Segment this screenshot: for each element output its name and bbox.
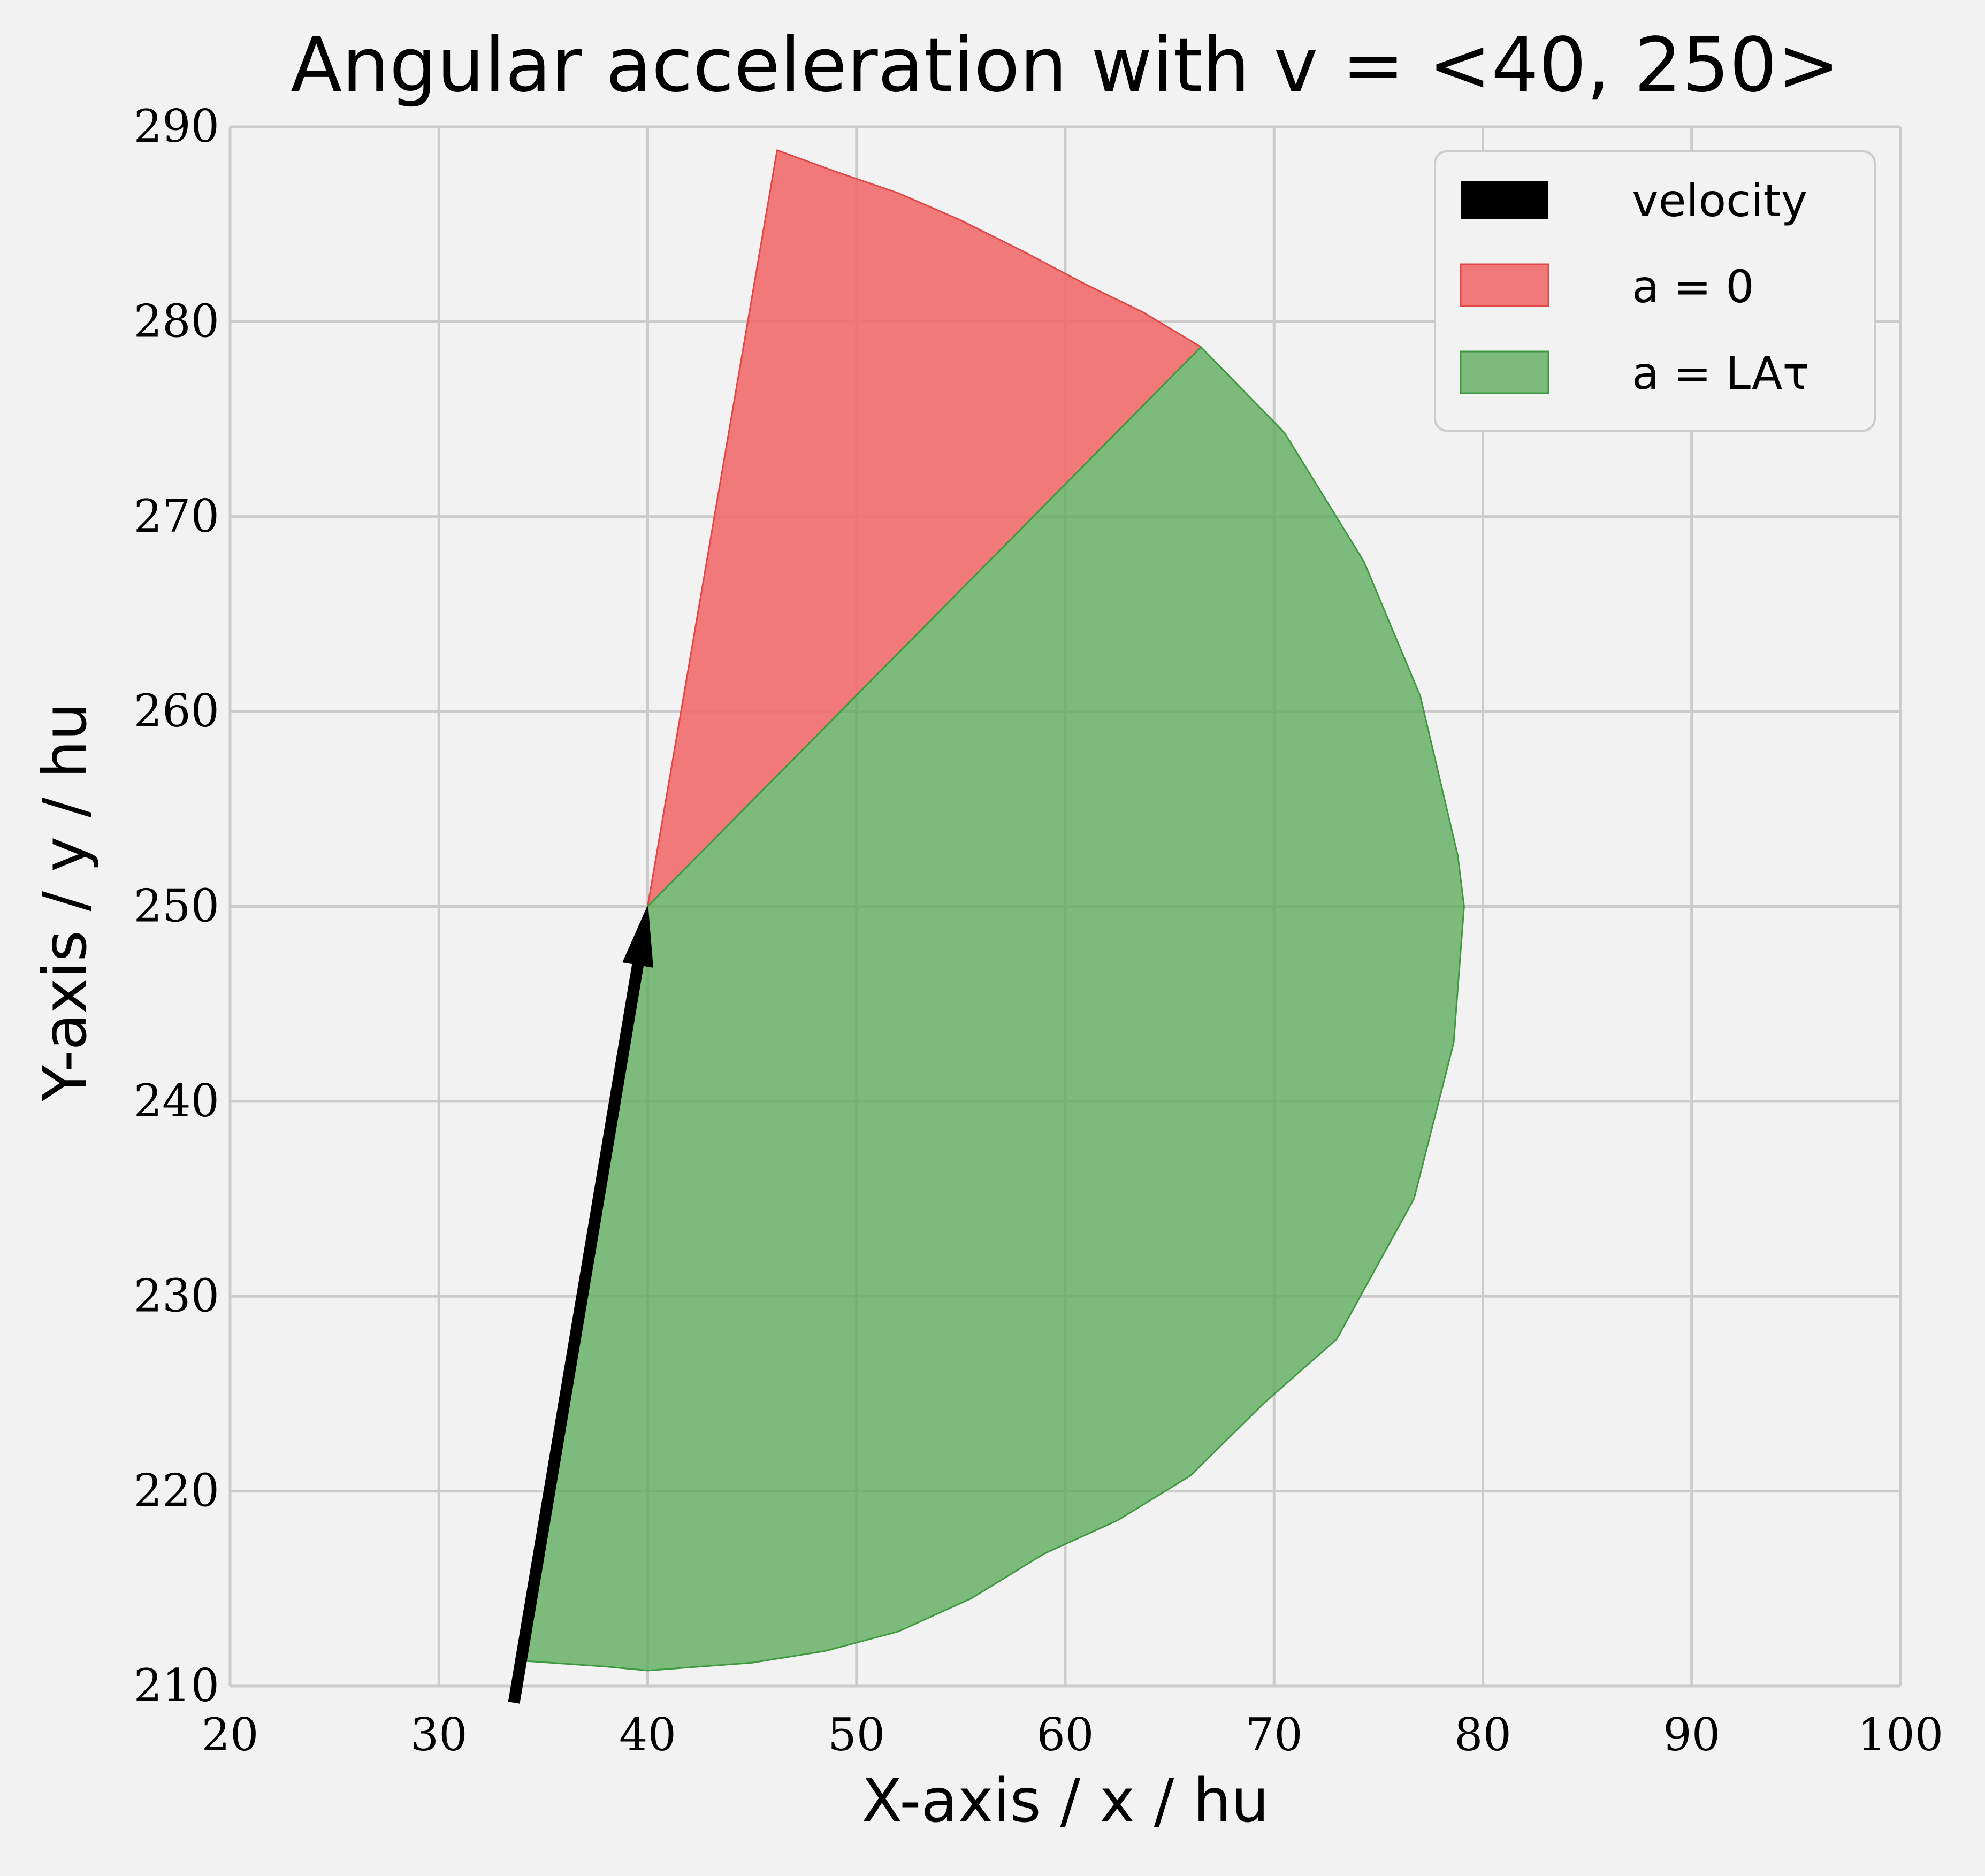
velocity-arrow — [508, 906, 654, 1704]
chart-title: Angular acceleration with v = <40, 250> — [291, 22, 1839, 109]
areas — [521, 149, 1465, 1672]
y-tick-label-0: 210 — [134, 1659, 219, 1712]
x-tick-label-4: 60 — [1037, 1709, 1094, 1761]
x-tick-labels: 20 30 40 50 60 70 80 90 100 — [202, 1709, 1944, 1761]
legend-label-a-lat: a = LAτ — [1632, 347, 1810, 400]
legend: velocity a = 0 a = LAτ — [1434, 150, 1876, 432]
area-series-0 — [647, 149, 1202, 907]
y-tick-label-8: 290 — [134, 100, 219, 152]
x-tick-label-5: 70 — [1246, 1709, 1303, 1761]
x-tick-label-0: 20 — [202, 1709, 259, 1761]
x-tick-label-7: 90 — [1663, 1709, 1720, 1761]
x-tick-label-1: 30 — [410, 1709, 468, 1761]
x-axis-label: X-axis / x / hu — [861, 1766, 1269, 1836]
x-tick-label-8: 100 — [1858, 1709, 1943, 1761]
y-tick-label-2: 230 — [134, 1269, 219, 1322]
y-tick-label-5: 260 — [134, 685, 219, 737]
y-tick-label-1: 220 — [134, 1465, 219, 1517]
y-tick-label-4: 250 — [134, 880, 219, 932]
x-tick-label-6: 80 — [1454, 1709, 1511, 1761]
velocity-vector-group — [508, 906, 654, 1704]
legend-swatch-a-zero — [1460, 263, 1549, 307]
area-series-1 — [521, 346, 1465, 1672]
x-tick-label-2: 40 — [619, 1709, 676, 1761]
legend-swatch-velocity — [1461, 181, 1548, 219]
y-axis-label: Y-axis / y / hu — [30, 702, 100, 1102]
x-tick-label-3: 50 — [828, 1709, 885, 1761]
legend-label-velocity: velocity — [1632, 174, 1807, 227]
legend-label-a-zero: a = 0 — [1632, 261, 1754, 313]
y-tick-label-3: 240 — [134, 1075, 219, 1127]
y-tick-labels: 210 220 230 240 250 260 270 280 290 — [134, 100, 219, 1712]
y-tick-label-6: 270 — [134, 490, 219, 542]
legend-swatch-a-lat — [1460, 350, 1549, 394]
y-tick-label-7: 280 — [134, 295, 219, 347]
